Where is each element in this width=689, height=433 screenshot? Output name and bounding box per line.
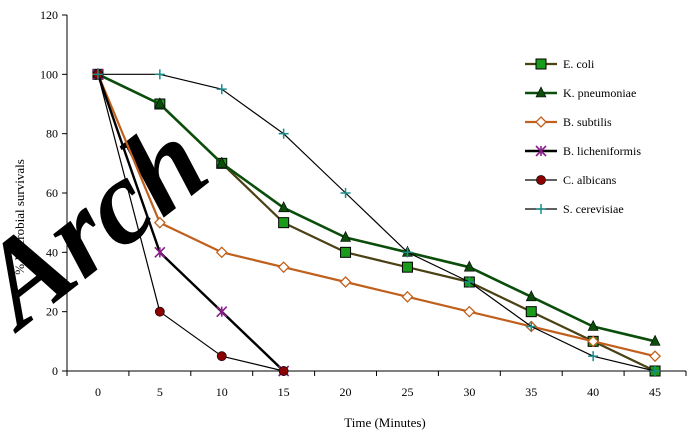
legend-marker — [535, 116, 547, 128]
series-c-albicans — [93, 69, 289, 376]
legend-marker — [535, 145, 547, 157]
data-point — [216, 156, 228, 168]
data-point — [340, 230, 352, 242]
data-point — [463, 305, 476, 318]
legend-item-s-cerevisiae: S. cerevisiae — [525, 202, 624, 216]
legend-label: B. licheniformis — [563, 144, 641, 158]
data-point — [526, 321, 537, 332]
x-axis-title: Time (Minutes) — [344, 415, 426, 430]
data-point — [92, 69, 103, 80]
data-point — [649, 334, 661, 346]
data-point — [401, 290, 414, 303]
x-tick-label: 30 — [463, 385, 475, 399]
data-point — [587, 319, 599, 331]
y-tick-label: 40 — [46, 245, 58, 259]
y-axis-title: % Microbial survivals — [12, 159, 27, 275]
legend-label: S. cerevisiae — [563, 202, 624, 216]
y-tick-label: 80 — [46, 127, 58, 141]
data-point — [216, 351, 227, 362]
legend: E. coli K. pneumoniae B. subtilis B. lichen… — [525, 57, 641, 216]
data-point — [402, 247, 413, 258]
legend-label: C. albicans — [563, 173, 617, 187]
legend-item-c-albicans: C. albicans — [525, 173, 617, 187]
data-point — [464, 277, 475, 287]
x-tick-label: 25 — [401, 385, 413, 399]
y-tick-label: 60 — [46, 186, 58, 200]
data-point — [525, 290, 537, 302]
data-point — [216, 306, 228, 318]
legend-marker — [536, 175, 546, 185]
data-point — [278, 128, 289, 139]
x-tick-label: 45 — [649, 385, 661, 399]
data-point — [153, 216, 166, 229]
data-point — [587, 335, 600, 348]
data-point — [278, 366, 289, 376]
data-point — [278, 217, 290, 229]
x-tick-label: 0 — [95, 385, 101, 399]
data-point — [215, 246, 228, 259]
y-tick-label: 100 — [40, 67, 58, 81]
data-point — [154, 306, 165, 317]
legend-marker — [536, 204, 546, 214]
watermark: Arch — [0, 94, 230, 355]
legend-marker — [535, 86, 547, 98]
data-point — [154, 69, 165, 80]
legend-label: K. pneumoniae — [563, 86, 636, 100]
legend-item-b-subtilis: B. subtilis — [525, 115, 612, 129]
y-tick-label: 0 — [52, 364, 58, 378]
legend-marker — [535, 58, 547, 70]
series-line — [97, 74, 284, 372]
x-tick-label: 5 — [157, 385, 163, 399]
x-tick-label: 35 — [525, 385, 537, 399]
y-tick-label: 120 — [40, 8, 58, 22]
data-point — [216, 84, 227, 95]
data-point — [154, 97, 166, 109]
data-point — [525, 306, 537, 318]
x-tick-label: 10 — [216, 385, 228, 399]
legend-item-b-licheniformis: B. licheniformis — [525, 144, 641, 158]
series-line — [98, 73, 656, 372]
watermark-text: Arch — [0, 94, 230, 355]
data-point — [401, 261, 413, 273]
legend-label: B. subtilis — [563, 115, 612, 129]
x-tick-label: 40 — [587, 385, 599, 399]
series-s-cerevisiae — [92, 69, 661, 376]
data-point — [650, 366, 661, 376]
data-point — [277, 261, 290, 274]
x-tick-label: 20 — [340, 385, 352, 399]
legend-item-e-coli: E. coli — [525, 57, 595, 71]
legend-item-k-pneumoniae: K. pneumoniae — [525, 86, 636, 100]
series-line — [97, 73, 656, 343]
data-point — [340, 188, 351, 198]
series-line — [96, 73, 656, 358]
data-point — [340, 246, 352, 258]
data-point — [588, 351, 599, 362]
data-point — [154, 246, 166, 258]
series-line — [96, 73, 285, 372]
axes: 0 20 40 60 80 100 120 0 5 10 15 20 25 30 35 40 45 — [40, 8, 687, 399]
series-group — [92, 67, 661, 377]
data-point — [463, 260, 475, 272]
x-tick-label: 15 — [278, 385, 290, 399]
y-tick-label: 20 — [46, 305, 58, 319]
legend-label: E. coli — [563, 57, 595, 71]
data-point — [278, 201, 290, 213]
data-point — [339, 276, 352, 288]
data-point — [649, 350, 661, 363]
